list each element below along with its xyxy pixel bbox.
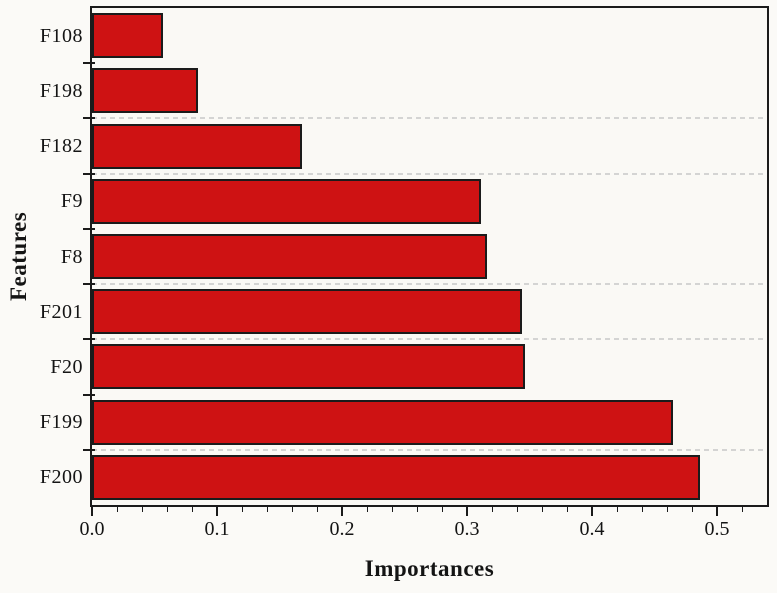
x-major-tick [716, 507, 718, 516]
y-axis-tick [83, 172, 95, 175]
x-minor-tick [741, 507, 743, 512]
x-minor-tick [441, 507, 443, 512]
bar-F200 [92, 454, 700, 500]
x-minor-tick [616, 507, 618, 512]
x-major-tick [216, 507, 218, 516]
y-tick-label: F200 [39, 466, 83, 489]
gridline [92, 448, 767, 451]
bar-F9 [92, 178, 481, 224]
bar-F198 [92, 68, 199, 114]
x-minor-tick [516, 507, 518, 512]
x-tick-label: 0.1 [204, 518, 230, 540]
x-minor-tick [166, 507, 168, 512]
x-minor-tick [391, 507, 393, 512]
x-minor-tick [116, 507, 118, 512]
x-tick-label: 0.3 [454, 518, 480, 540]
gridline [92, 172, 767, 175]
x-minor-tick [266, 507, 268, 512]
y-axis-tick [83, 117, 95, 120]
x-minor-tick [416, 507, 418, 512]
gridline [92, 338, 767, 341]
x-axis-title: Importances [364, 556, 495, 581]
bar-F199 [92, 399, 674, 445]
x-minor-tick [366, 507, 368, 512]
x-minor-tick [141, 507, 143, 512]
y-axis-tick [83, 338, 95, 341]
bar-F20 [92, 344, 525, 390]
y-axis-title: Features [6, 211, 31, 302]
bar-F182 [92, 123, 302, 169]
y-tick-label: F198 [39, 79, 83, 102]
gridline [92, 117, 767, 120]
x-tick-label: 0.2 [329, 518, 355, 540]
x-minor-tick [491, 507, 493, 512]
x-minor-tick [541, 507, 543, 512]
y-tick-label: F199 [39, 411, 83, 434]
x-minor-tick [291, 507, 293, 512]
x-minor-tick [666, 507, 668, 512]
x-minor-tick [316, 507, 318, 512]
x-tick-label: 0.0 [79, 518, 105, 540]
x-minor-tick [641, 507, 643, 512]
y-axis-tick [83, 393, 95, 396]
y-axis-tick [83, 227, 95, 230]
bar-F8 [92, 234, 487, 279]
y-axis-tick [83, 62, 95, 65]
x-tick-label: 0.4 [579, 518, 605, 540]
bar-F201 [92, 289, 522, 335]
y-tick-label: F182 [39, 135, 83, 158]
bar-F108 [92, 13, 164, 59]
x-minor-tick [241, 507, 243, 512]
x-minor-tick [566, 507, 568, 512]
y-tick-label: F20 [50, 355, 83, 378]
y-tick-label: F108 [39, 24, 83, 47]
y-tick-label: F9 [60, 190, 83, 213]
y-axis-tick [83, 448, 95, 451]
gridline [92, 283, 767, 286]
x-major-tick [466, 507, 468, 516]
y-axis-tick [83, 283, 95, 286]
x-major-tick [91, 507, 93, 516]
x-tick-label: 0.5 [704, 518, 730, 540]
x-major-tick [341, 507, 343, 516]
x-minor-tick [191, 507, 193, 512]
y-tick-label: F201 [39, 300, 83, 323]
x-minor-tick [691, 507, 693, 512]
x-major-tick [591, 507, 593, 516]
y-tick-label: F8 [60, 245, 83, 268]
